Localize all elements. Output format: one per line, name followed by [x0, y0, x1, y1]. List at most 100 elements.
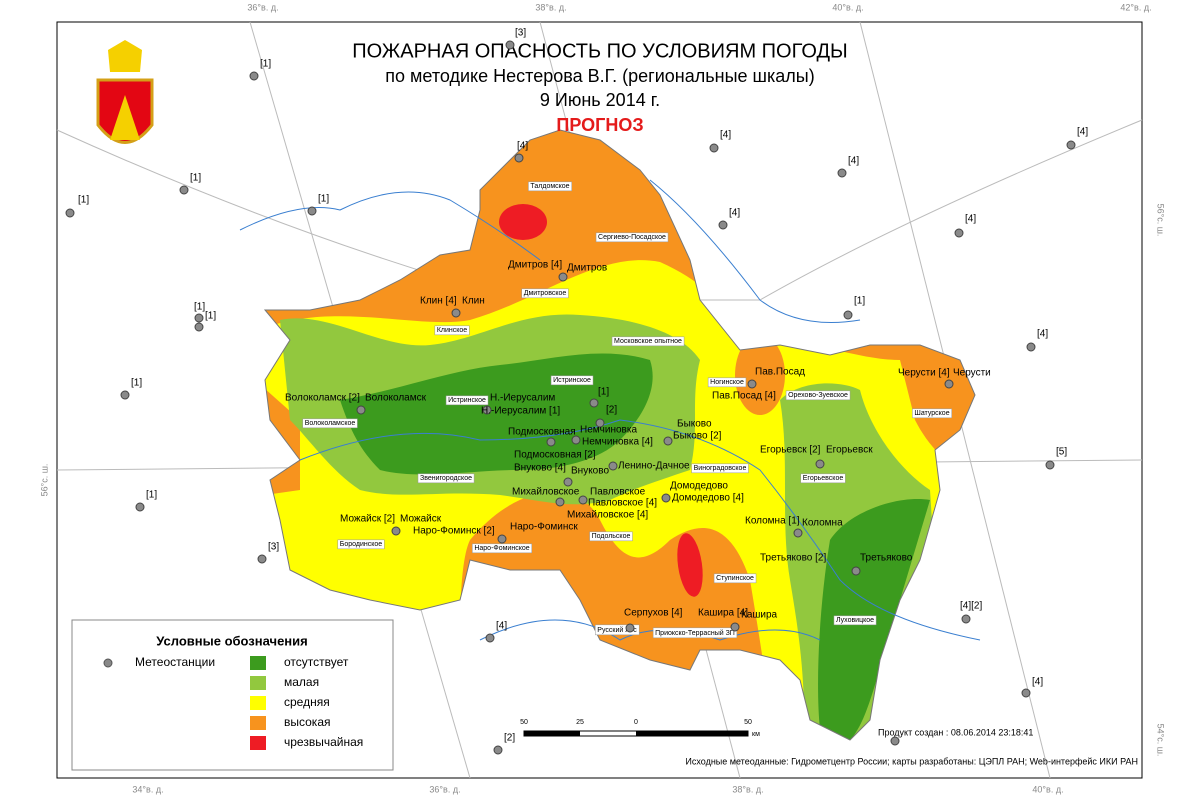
station-label: Наро-Фоминск [2] [413, 526, 495, 537]
station-label: Третьяково [2] [760, 553, 826, 564]
station [257, 554, 267, 564]
scale-label: 50 [744, 719, 752, 726]
area-label-box [713, 573, 757, 584]
station-label: Ленино-Дачное [618, 461, 690, 472]
station [1026, 342, 1036, 352]
station-label: [4] [720, 130, 731, 141]
station [514, 153, 524, 163]
station [608, 461, 618, 471]
area-label-box [434, 325, 470, 336]
area-label: Орехово-Зуевское [788, 392, 848, 399]
area-label-box [707, 377, 747, 388]
legend-label: чрезвычайная [284, 735, 363, 749]
station-label: Дмитров [567, 263, 607, 274]
station-label: Пав.Посад [755, 367, 805, 378]
station-label: Быково [2] [673, 431, 722, 442]
graticule-label: 56°с. ш. [39, 464, 49, 497]
area-label-box [445, 395, 489, 406]
station [451, 308, 461, 318]
area-label-box [912, 408, 952, 419]
area-label: Егорьевское [803, 475, 844, 482]
station-label: Черусти [953, 368, 991, 379]
legend-label: малая [284, 675, 319, 689]
station [890, 736, 900, 746]
station [578, 495, 588, 505]
graticule-label: 34°в. д. [132, 784, 163, 794]
area-label: Русский лес [597, 626, 637, 634]
station-label: [1] [854, 296, 865, 307]
area-label-box [589, 531, 633, 542]
legend-label: отсутствует [284, 655, 349, 669]
station-label: Н.-Иерусалим [490, 393, 555, 404]
area-label: Ногинское [710, 379, 744, 386]
station [961, 614, 971, 624]
station [249, 71, 259, 81]
area-label-box [595, 232, 669, 243]
station [571, 435, 581, 445]
area-label-box [800, 473, 846, 484]
area-label: Сергиево-Посадское [598, 234, 666, 241]
station [851, 566, 861, 576]
area-label: Дмитровское [524, 290, 567, 297]
station-label: Немчиновка [4] [582, 437, 653, 448]
station [1045, 460, 1055, 470]
station [194, 322, 204, 332]
graticule-label: 36°в. д. [429, 784, 460, 794]
legend-label: высокая [284, 715, 331, 729]
station [663, 436, 673, 446]
graticule-label: 40°в. д. [1032, 784, 1063, 794]
station [485, 633, 495, 643]
area-label: Талдомское [530, 183, 569, 190]
graticule-label: 40°в. д. [832, 2, 863, 12]
legend-title: Условные обозначения [156, 633, 307, 648]
area-label-box [833, 615, 877, 626]
station [391, 526, 401, 536]
area-label: Волоколамское [305, 420, 356, 427]
station [1021, 688, 1031, 698]
station-label: [1] [318, 194, 329, 205]
station-label: Клин [462, 296, 485, 307]
station-label: [1] [205, 311, 216, 322]
station-label: Михайловское [4] [567, 510, 648, 521]
station [555, 497, 565, 507]
station-label: [2] [504, 733, 515, 744]
station [625, 623, 635, 633]
station-label: [1] [131, 378, 142, 389]
area-label: Наро-Фоминское [474, 545, 529, 552]
station-label: [4] [1077, 127, 1088, 138]
station [563, 477, 573, 487]
scale-label: 25 [576, 719, 584, 726]
station-label: Наро-Фоминск [510, 522, 578, 533]
area-label: Шатурское [914, 410, 949, 417]
legend-swatch [250, 676, 266, 690]
frame [56, 21, 1143, 779]
station-label: [4] [848, 156, 859, 167]
station-label: [1] [260, 59, 271, 70]
station [546, 437, 556, 447]
area-label: Подольское [592, 533, 631, 540]
station-label: Немчиновка [580, 425, 637, 436]
area-label: Клинское [437, 327, 467, 334]
station-label: Подмосковная [2] [514, 450, 596, 461]
area-label-box [521, 288, 569, 299]
legend-swatch [250, 656, 266, 670]
forecast: ПРОГНОЗ [556, 115, 643, 135]
station-label: Волоколамск [2] [285, 393, 360, 404]
station [837, 168, 847, 178]
station-label: Н.-Иерусалим [1] [481, 406, 560, 417]
station-label: Михайловское [512, 487, 580, 498]
station [730, 622, 740, 632]
station [505, 40, 515, 50]
station-label: [3] [268, 542, 279, 553]
station-label: Внуково [571, 466, 609, 477]
station [558, 272, 568, 282]
source: Исходные метеоданные: Гидрометцентр Росс… [685, 756, 1138, 766]
station-label: [1] [598, 387, 609, 398]
scale-unit: км [752, 731, 760, 738]
station-label: Серпухов [4] [624, 608, 683, 619]
scale-label: 50 [520, 719, 528, 726]
area-label-box [652, 627, 738, 639]
title: ПОЖАРНАЯ ОПАСНОСТЬ ПО УСЛОВИЯМ ПОГОДЫ [352, 40, 847, 62]
station-label: [2] [606, 405, 617, 416]
